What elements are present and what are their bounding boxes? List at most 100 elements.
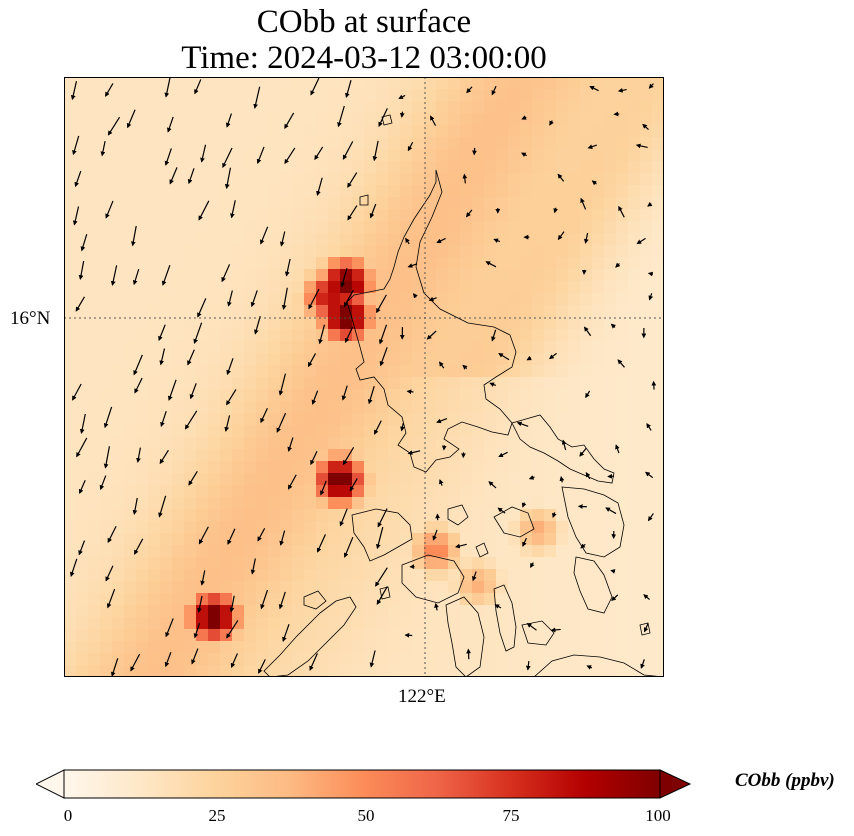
field-cell xyxy=(520,293,533,306)
field-cell xyxy=(364,581,377,594)
field-cell xyxy=(76,509,89,522)
field-cell xyxy=(616,317,629,330)
field-cell xyxy=(520,101,533,114)
field-cell xyxy=(136,653,149,666)
wind-arrow xyxy=(69,558,78,577)
field-cell xyxy=(256,77,269,90)
field-cell xyxy=(616,425,629,438)
field-cell xyxy=(508,509,521,522)
field-cell xyxy=(568,485,581,498)
field-cell xyxy=(304,317,317,330)
field-cell xyxy=(280,437,293,450)
field-cell xyxy=(268,125,281,138)
field-cell xyxy=(496,557,509,570)
field-cell xyxy=(184,665,197,677)
field-cell xyxy=(580,113,593,126)
field-cell xyxy=(568,245,581,258)
field-cell xyxy=(448,557,461,570)
field-cell xyxy=(460,365,473,378)
field-cell xyxy=(364,197,377,210)
field-cell xyxy=(196,365,209,378)
field-cell xyxy=(640,329,653,342)
field-cell xyxy=(364,161,377,174)
field-cell xyxy=(496,77,509,90)
field-cell xyxy=(244,353,257,366)
field-cell xyxy=(196,257,209,270)
wind-arrow xyxy=(406,389,414,395)
field-cell xyxy=(508,101,521,114)
field-cell xyxy=(136,317,149,330)
field-cell xyxy=(580,149,593,162)
field-cell xyxy=(88,113,101,126)
field-cell xyxy=(208,485,221,498)
field-cell xyxy=(424,161,437,174)
field-cell xyxy=(340,377,353,390)
field-cell xyxy=(652,557,664,570)
field-cell xyxy=(304,209,317,222)
field-cell xyxy=(280,545,293,558)
field-cell xyxy=(652,629,664,642)
field-cell xyxy=(544,461,557,474)
field-cell xyxy=(112,329,125,342)
field-cell xyxy=(208,629,221,642)
field-cell xyxy=(496,173,509,186)
field-cell xyxy=(592,293,605,306)
wind-arrow xyxy=(516,421,529,427)
field-cell xyxy=(316,533,329,546)
field-cell xyxy=(376,161,389,174)
field-cell xyxy=(400,533,413,546)
wind-arrow xyxy=(412,293,418,299)
field-cell xyxy=(232,89,245,102)
field-cell xyxy=(100,545,113,558)
field-cell xyxy=(232,329,245,342)
field-cell xyxy=(496,113,509,126)
field-cell xyxy=(436,605,449,618)
field-cell xyxy=(172,413,185,426)
field-cell xyxy=(472,665,485,677)
field-cell xyxy=(388,521,401,534)
field-cell xyxy=(376,533,389,546)
field-cell xyxy=(544,437,557,450)
field-cell xyxy=(124,665,137,677)
field-cell xyxy=(328,89,341,102)
field-cell xyxy=(484,653,497,666)
field-cell xyxy=(88,389,101,402)
field-cell xyxy=(616,365,629,378)
field-cell xyxy=(508,281,521,294)
field-cell xyxy=(172,113,185,126)
field-cell xyxy=(448,401,461,414)
field-cell xyxy=(460,461,473,474)
field-cell xyxy=(472,473,485,486)
field-cell xyxy=(88,317,101,330)
field-cell xyxy=(604,341,617,354)
field-cell xyxy=(424,641,437,654)
field-cell xyxy=(340,281,353,294)
field-cell xyxy=(208,353,221,366)
field-cell xyxy=(532,605,545,618)
field-cell xyxy=(64,449,77,462)
field-cell xyxy=(268,629,281,642)
field-cell xyxy=(532,521,545,534)
field-cell xyxy=(376,461,389,474)
coastline-bohol xyxy=(521,620,555,646)
field-cell xyxy=(220,569,233,582)
field-cell xyxy=(160,461,173,474)
field-cell xyxy=(244,641,257,654)
wind-arrow xyxy=(367,385,375,405)
field-cell xyxy=(208,173,221,186)
field-cell xyxy=(64,281,77,294)
field-cell xyxy=(100,509,113,522)
field-cell xyxy=(628,593,641,606)
field-cell xyxy=(136,401,149,414)
field-cell xyxy=(148,425,161,438)
wind-arrow xyxy=(378,324,388,345)
field-cell xyxy=(316,245,329,258)
field-cell xyxy=(592,425,605,438)
field-cell xyxy=(592,641,605,654)
field-cell xyxy=(460,545,473,558)
field-cell xyxy=(568,605,581,618)
field-cell xyxy=(88,329,101,342)
wind-arrow xyxy=(561,439,567,451)
field-cell xyxy=(244,269,257,282)
field-cell xyxy=(328,161,341,174)
